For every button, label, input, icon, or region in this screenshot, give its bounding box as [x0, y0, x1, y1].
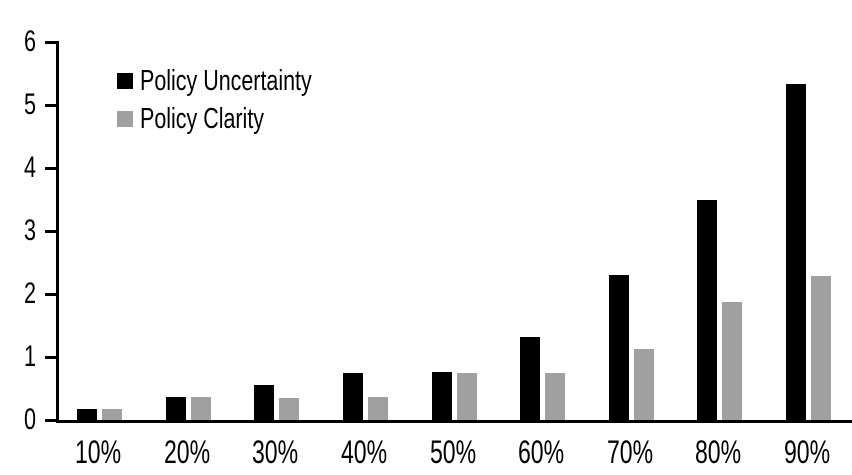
bar-policy-uncertainty-50%: [431, 372, 452, 420]
bar-policy-clarity-70%: [633, 348, 654, 420]
y-tick-label-4: 4: [23, 151, 36, 184]
bar-policy-uncertainty-10%: [77, 408, 97, 420]
y-tick-label-1: 1: [23, 340, 36, 373]
legend-item-policy-uncertainty: Policy Uncertainty: [117, 65, 372, 97]
bar-policy-uncertainty-90%: [786, 84, 806, 420]
x-tick-label-10%: 10%: [74, 434, 122, 470]
y-tick-label-5: 5: [23, 88, 36, 121]
bar-policy-uncertainty-70%: [608, 275, 629, 420]
legend-swatch-policy-uncertainty: [117, 73, 133, 89]
bar-policy-clarity-40%: [367, 397, 388, 420]
y-tick-6: [45, 41, 59, 44]
legend-swatch-policy-clarity: [117, 111, 133, 127]
x-axis-line: [56, 420, 852, 423]
x-tick-label-40%: 40%: [340, 434, 387, 470]
legend-item-policy-clarity: Policy Clarity: [117, 103, 308, 135]
legend-label-policy-clarity: Policy Clarity: [140, 103, 265, 135]
y-tick-4: [45, 167, 59, 170]
y-tick-label-3: 3: [23, 214, 36, 247]
x-tick-label-50%: 50%: [429, 434, 476, 470]
bar-policy-clarity-90%: [811, 275, 831, 420]
bar-policy-clarity-50%: [456, 372, 477, 420]
y-tick-label-0: 0: [23, 403, 36, 436]
bar-policy-uncertainty-80%: [697, 200, 718, 420]
y-tick-2: [45, 293, 59, 296]
x-tick-label-30%: 30%: [252, 434, 299, 470]
y-tick-3: [45, 230, 59, 233]
bar-policy-clarity-60%: [545, 373, 566, 420]
bar-policy-uncertainty-20%: [165, 396, 186, 420]
legend-label-policy-uncertainty: Policy Uncertainty: [140, 65, 312, 97]
x-tick-label-20%: 20%: [163, 434, 210, 470]
y-tick-5: [45, 104, 59, 107]
bar-policy-uncertainty-60%: [520, 337, 541, 420]
y-tick-label-2: 2: [23, 277, 36, 310]
bar-policy-uncertainty-30%: [254, 384, 275, 420]
x-tick-label-80%: 80%: [695, 434, 742, 470]
x-tick-label-70%: 70%: [606, 434, 653, 470]
bar-policy-clarity-20%: [190, 397, 211, 420]
bar-policy-uncertainty-40%: [342, 372, 363, 420]
x-tick-label-60%: 60%: [518, 434, 565, 470]
y-tick-label-6: 6: [23, 25, 36, 58]
bar-policy-clarity-30%: [279, 397, 300, 420]
y-tick-1: [45, 356, 59, 359]
x-tick-label-90%: 90%: [783, 434, 831, 470]
y-tick-0: [45, 419, 59, 422]
bar-policy-clarity-80%: [722, 302, 743, 420]
bar-policy-clarity-10%: [102, 408, 122, 420]
